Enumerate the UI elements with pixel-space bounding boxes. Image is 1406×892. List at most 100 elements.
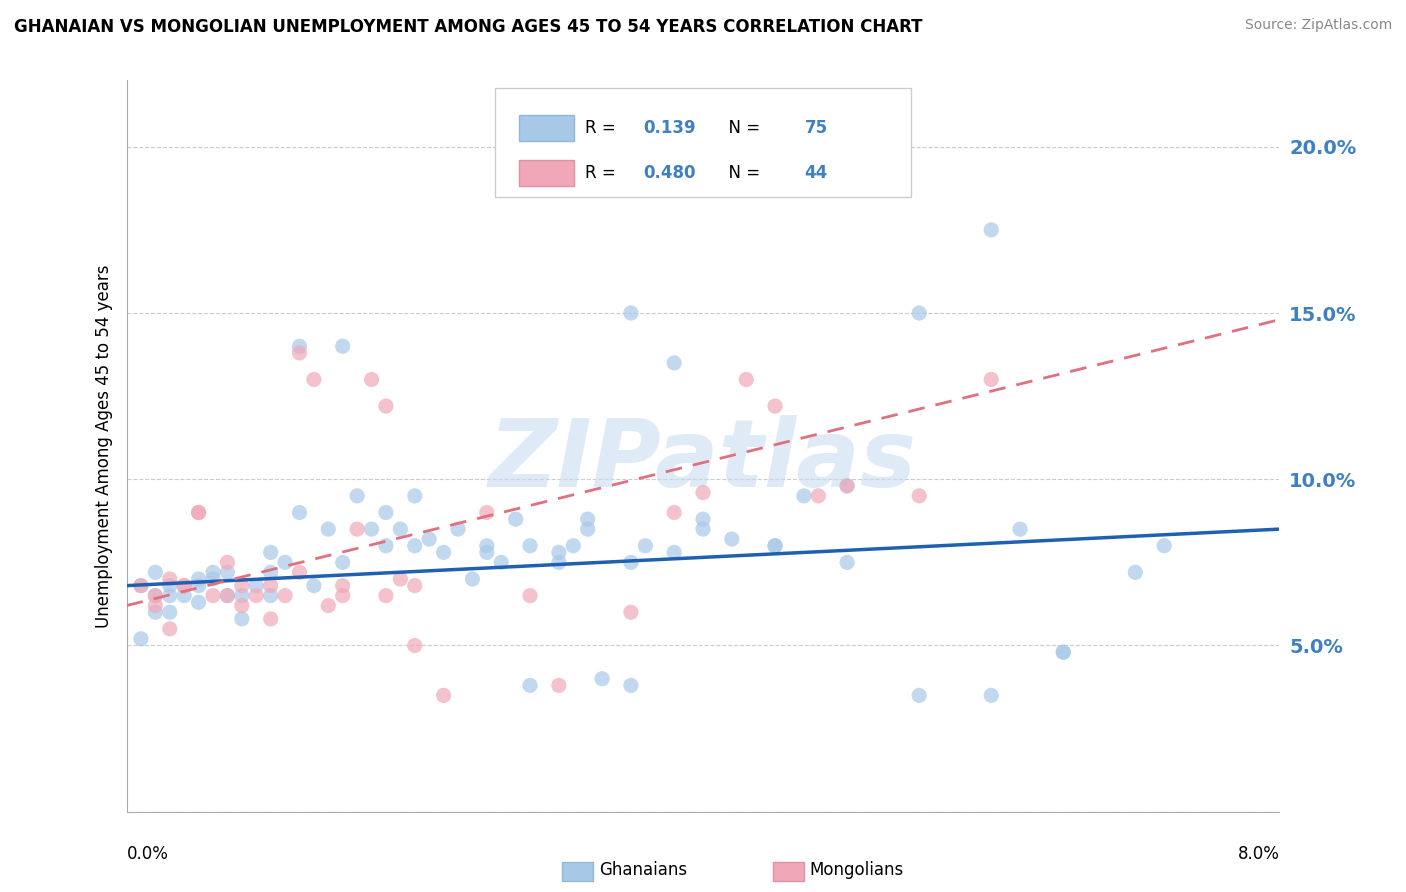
Point: [793, 489, 815, 503]
Point: [404, 639, 426, 653]
Point: [519, 539, 541, 553]
Point: [159, 579, 181, 593]
Point: [332, 589, 354, 603]
Point: [692, 522, 714, 536]
Point: [404, 579, 426, 593]
Point: [692, 512, 714, 526]
Point: [664, 506, 686, 520]
Text: 44: 44: [804, 164, 828, 182]
Point: [274, 589, 297, 603]
Point: [763, 399, 786, 413]
Point: [461, 572, 484, 586]
Text: N =: N =: [718, 120, 765, 137]
Text: 0.0%: 0.0%: [127, 845, 169, 863]
Point: [332, 339, 354, 353]
Point: [332, 555, 354, 569]
Point: [231, 612, 253, 626]
Text: R =: R =: [585, 120, 621, 137]
Point: [763, 539, 786, 553]
Point: [346, 522, 368, 536]
FancyBboxPatch shape: [519, 160, 574, 186]
Point: [129, 579, 152, 593]
Point: [245, 589, 267, 603]
Point: [447, 522, 470, 536]
Point: [404, 489, 426, 503]
Point: [145, 589, 166, 603]
Point: [620, 605, 643, 619]
Point: [202, 572, 225, 586]
Text: 75: 75: [804, 120, 828, 137]
Text: N =: N =: [718, 164, 765, 182]
Point: [980, 689, 1002, 703]
Point: [519, 678, 541, 692]
Text: ZIPatlas: ZIPatlas: [489, 415, 917, 507]
Point: [159, 622, 181, 636]
Point: [1052, 645, 1074, 659]
Point: [187, 506, 209, 520]
Point: [908, 306, 931, 320]
Point: [231, 589, 253, 603]
Point: [159, 589, 181, 603]
Point: [360, 522, 382, 536]
Point: [360, 372, 382, 386]
Point: [302, 372, 325, 386]
Point: [288, 339, 311, 353]
Point: [129, 632, 152, 646]
Point: [231, 579, 253, 593]
Point: [288, 506, 311, 520]
Point: [1008, 522, 1031, 536]
Point: [1052, 645, 1074, 659]
Point: [389, 572, 412, 586]
Point: [374, 539, 396, 553]
Point: [664, 356, 686, 370]
Point: [217, 589, 239, 603]
Point: [145, 605, 166, 619]
Point: [374, 506, 396, 520]
Point: [433, 689, 456, 703]
Point: [505, 512, 527, 526]
Point: [259, 545, 281, 559]
Point: [187, 572, 209, 586]
Point: [908, 689, 931, 703]
Point: [145, 599, 166, 613]
Point: [547, 678, 569, 692]
Point: [288, 346, 311, 360]
Point: [692, 485, 714, 500]
FancyBboxPatch shape: [495, 87, 911, 197]
Point: [980, 372, 1002, 386]
Point: [259, 612, 281, 626]
Point: [245, 579, 267, 593]
Point: [202, 589, 225, 603]
Point: [519, 589, 541, 603]
Point: [620, 678, 643, 692]
Point: [634, 539, 657, 553]
Point: [316, 599, 339, 613]
Point: [418, 532, 440, 546]
Point: [374, 589, 396, 603]
Point: [547, 545, 569, 559]
Text: 0.139: 0.139: [643, 120, 696, 137]
Point: [835, 479, 858, 493]
Point: [835, 479, 858, 493]
Y-axis label: Unemployment Among Ages 45 to 54 years: Unemployment Among Ages 45 to 54 years: [94, 264, 112, 628]
Point: [145, 566, 166, 580]
Point: [404, 539, 426, 553]
Point: [173, 589, 195, 603]
Text: GHANAIAN VS MONGOLIAN UNEMPLOYMENT AMONG AGES 45 TO 54 YEARS CORRELATION CHART: GHANAIAN VS MONGOLIAN UNEMPLOYMENT AMONG…: [14, 18, 922, 36]
Text: 8.0%: 8.0%: [1237, 845, 1279, 863]
Point: [302, 579, 325, 593]
Point: [187, 579, 209, 593]
Point: [159, 572, 181, 586]
Point: [433, 545, 456, 559]
Point: [720, 532, 742, 546]
Point: [562, 539, 585, 553]
Text: R =: R =: [585, 164, 621, 182]
Point: [620, 306, 643, 320]
Point: [763, 539, 786, 553]
Point: [591, 672, 613, 686]
Point: [980, 223, 1002, 237]
Point: [159, 605, 181, 619]
Point: [475, 539, 498, 553]
Text: Source: ZipAtlas.com: Source: ZipAtlas.com: [1244, 18, 1392, 32]
Point: [129, 579, 152, 593]
